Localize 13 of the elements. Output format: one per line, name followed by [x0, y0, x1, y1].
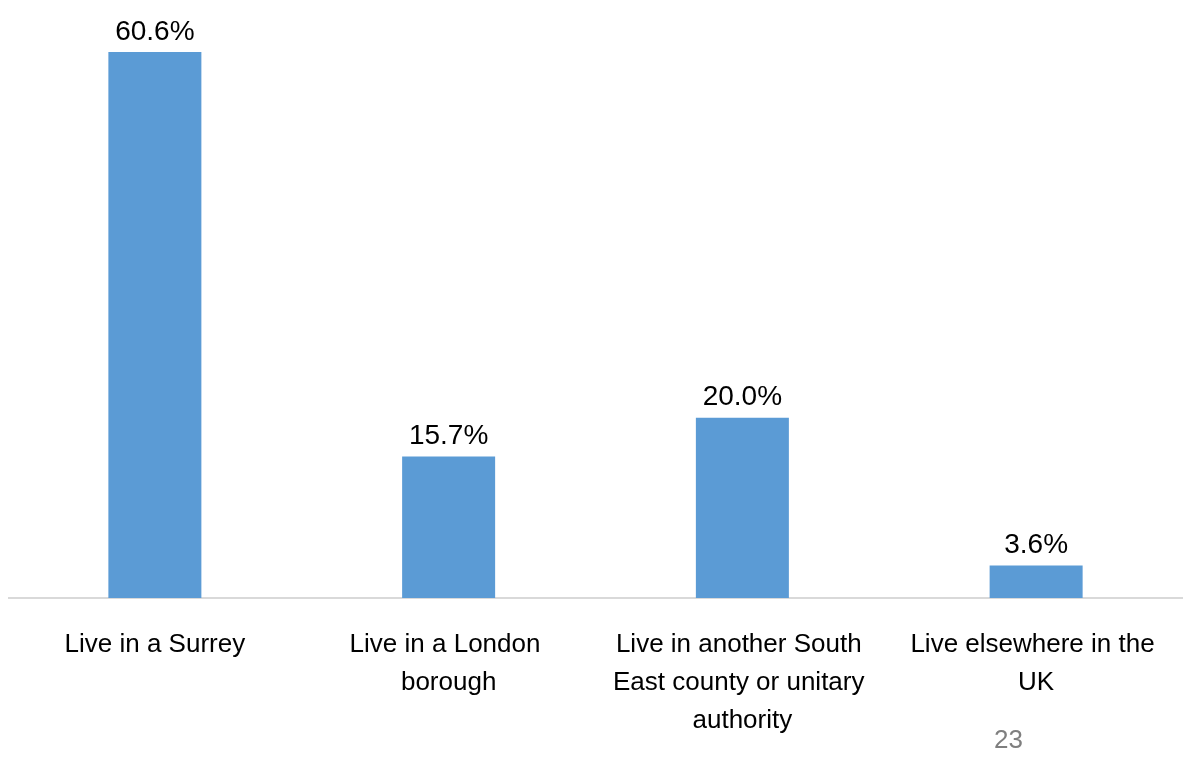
bar: [402, 456, 496, 598]
data-label: 15.7%: [408, 419, 489, 451]
x-tick-label: Live elsewhere in the UK: [910, 628, 1162, 696]
bar: [108, 52, 202, 598]
x-tick-label: Live in a London borough: [349, 628, 548, 696]
x-tick-label: Live in another South East county or unitary authority: [613, 628, 872, 734]
data-label: 20.0%: [702, 380, 783, 412]
x-tick-label: Live in a Surrey: [64, 628, 246, 658]
data-label: 3.6%: [1004, 528, 1069, 560]
text: 23: [994, 724, 1023, 754]
bar: [989, 565, 1083, 598]
bar: [695, 417, 789, 598]
data-label: 60.6%: [115, 14, 195, 46]
